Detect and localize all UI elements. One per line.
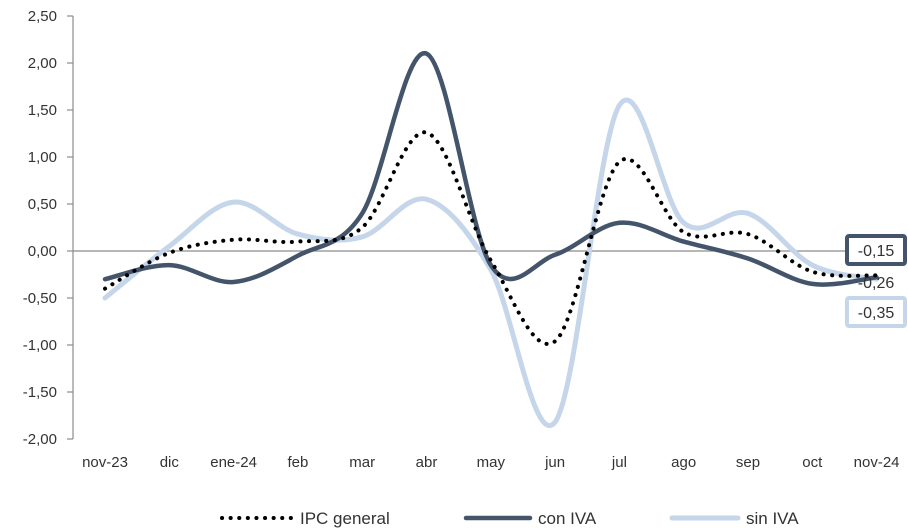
annotation-label: -0,35 [858, 305, 895, 322]
series-lines [102, 51, 880, 428]
legend-label: IPC general [300, 509, 390, 528]
annotation-box [845, 296, 907, 328]
x-tick-label: ene-24 [210, 454, 257, 471]
annotation-box [845, 234, 907, 266]
y-tick-label: -2,00 [23, 431, 57, 448]
y-tick-label: 0,50 [28, 196, 57, 213]
series-line-ipc-general [103, 130, 879, 346]
y-tick-label: 0,00 [28, 243, 57, 260]
y-tick-label: 2,00 [28, 55, 57, 72]
x-tick-label: abr [416, 454, 438, 471]
legend: IPC general con IVA sin IVA [220, 509, 799, 528]
x-tick-label: nov-24 [854, 454, 900, 471]
legend-label: sin IVA [746, 509, 799, 528]
y-tick-label: 2,50 [28, 8, 57, 25]
y-tick-label: -0,50 [23, 290, 57, 307]
series-line-con-iva [102, 51, 879, 287]
end-annotations: -0,15 -0,26 -0,35 [845, 234, 907, 328]
y-axis: 2,50 2,00 1,50 1,00 0,50 0,00 -0,50 -1,00 -1,50 -… [23, 8, 74, 448]
x-tick-label: sep [736, 454, 760, 471]
x-axis: nov-23 dic ene-24 feb mar abr may jun jul ago sep o… [73, 250, 900, 471]
legend-label: con IVA [538, 509, 597, 528]
y-tick-label: 1,00 [28, 149, 57, 166]
annotation-label: -0,26 [858, 275, 895, 292]
y-tick-label: 1,50 [28, 102, 57, 119]
x-tick-label: ago [671, 454, 696, 471]
x-tick-label: nov-23 [82, 454, 128, 471]
y-tick-label: -1,50 [23, 384, 57, 401]
x-tick-label: dic [160, 454, 180, 471]
series-line-sin-iva [102, 97, 880, 428]
x-tick-label: may [477, 454, 506, 471]
x-tick-label: jun [544, 454, 565, 471]
x-tick-label: feb [287, 454, 308, 471]
x-tick-label: oct [802, 454, 823, 471]
x-tick-label: jul [611, 454, 627, 471]
x-tick-label: mar [349, 454, 375, 471]
y-tick-label: -1,00 [23, 337, 57, 354]
annotation-label: -0,15 [858, 243, 895, 260]
